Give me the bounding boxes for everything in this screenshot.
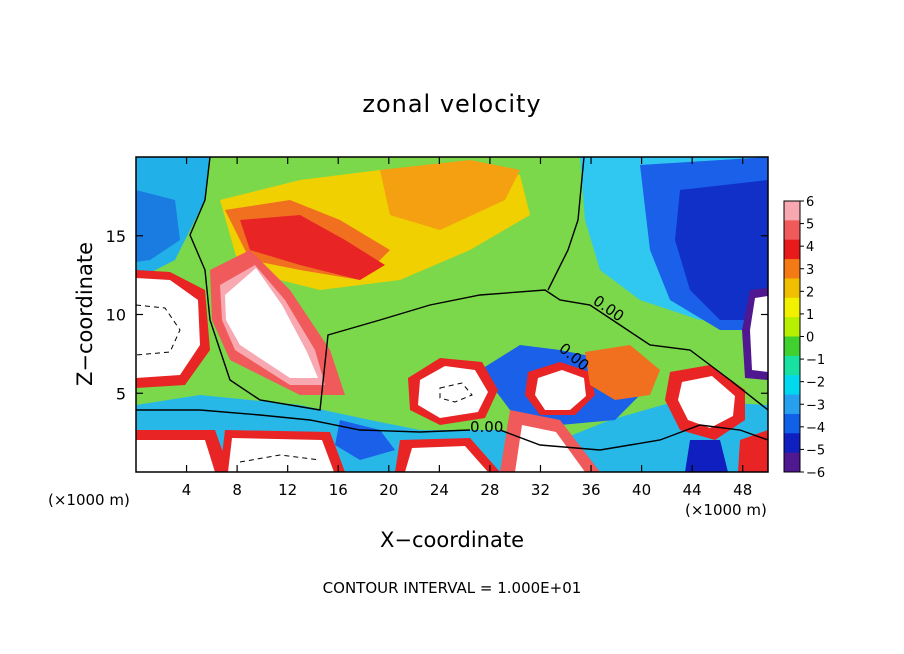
x-tick-label: 12 [278,481,297,499]
colorbar-swatch [784,452,800,473]
field-region [738,430,768,472]
colorbar-swatch [784,375,800,396]
colorbar-swatch [784,201,800,221]
field-region [225,268,318,378]
contour-label: 0.00 [470,418,503,436]
y-tick-label: 15 [106,227,126,246]
field-region [380,160,520,230]
colorbar-label: 2 [806,285,814,300]
zero-contour [499,424,768,451]
chart-title: zonal velocity [362,90,541,118]
colorbar-label: −2 [806,376,825,391]
colorbar-swatch [784,433,800,454]
colorbar-swatch [784,278,800,299]
colorbar-label: 0 [806,331,814,346]
plot-area: 0.00 0.00 0.00 [135,156,769,473]
x-tick-label: 40 [632,481,651,499]
zero-contour [547,157,585,291]
x-tick-label: 20 [379,481,398,499]
colorbar-swatch [784,259,800,279]
y-tick-label: 10 [106,306,126,325]
heatmap-field [136,157,768,472]
negative-contour [239,454,321,463]
colorbar-swatch [784,297,800,318]
x-axis-label: X−coordinate [380,528,524,552]
zero-contour [136,409,471,433]
y-axis-label: Z−coordinate [73,242,97,386]
colorbar-label: 3 [806,263,814,278]
field-region [685,440,728,472]
colorbar-swatch [784,317,800,337]
x-unit-label-left: (×1000 m) [48,491,130,509]
y-tick-labels: 5 10 15 [106,227,126,404]
field-region [405,446,488,472]
colorbar-swatch [784,239,800,260]
x-tick-label: 4 [182,481,192,499]
colorbar: 6 5 4 3 2 1 0 −1 −2 −3 −4 −5 −6 [783,195,825,481]
colorbar-swatch [784,355,800,376]
x-tick-label: 36 [581,481,600,499]
field-region [136,440,215,472]
colorbar-label: −1 [806,353,825,368]
contour-interval-note: CONTOUR INTERVAL = 1.000E+01 [323,579,582,597]
colorbar-label: 6 [806,195,814,210]
field-region [240,215,385,280]
field-region [515,425,585,472]
y-tick-label: 5 [116,384,126,403]
field-region [136,190,180,262]
field-region [418,366,488,418]
field-region [678,376,735,428]
tick-marks [136,157,768,472]
field-region [136,278,200,378]
field-region [675,180,768,320]
x-unit-label-right: (×1000 m) [685,501,767,519]
colorbar-swatch [784,336,800,357]
colorbar-label: 1 [806,308,814,323]
colorbar-label: 4 [806,240,814,255]
colorbar-label: −6 [806,466,825,481]
x-tick-label: 8 [232,481,242,499]
field-region [228,438,334,472]
colorbar-swatch [784,220,800,241]
field-region [535,370,586,410]
x-tick-label: 44 [683,481,702,499]
field-region [585,345,660,400]
x-tick-label: 48 [733,481,752,499]
colorbar-swatch [784,413,800,434]
zero-contour [189,157,768,411]
negative-contour [439,382,473,403]
colorbar-swatch [784,394,800,415]
negative-contour [136,304,181,356]
x-tick-label: 32 [531,481,550,499]
x-tick-labels: 4 8 12 16 20 24 28 32 36 40 44 48 [182,481,752,499]
x-tick-label: 24 [430,481,449,499]
colorbar-label: −5 [806,443,825,458]
colorbar-label: −4 [806,421,825,436]
x-tick-label: 16 [329,481,348,499]
colorbar-label: −3 [806,398,825,413]
x-tick-label: 28 [480,481,499,499]
colorbar-label: 5 [806,218,814,233]
